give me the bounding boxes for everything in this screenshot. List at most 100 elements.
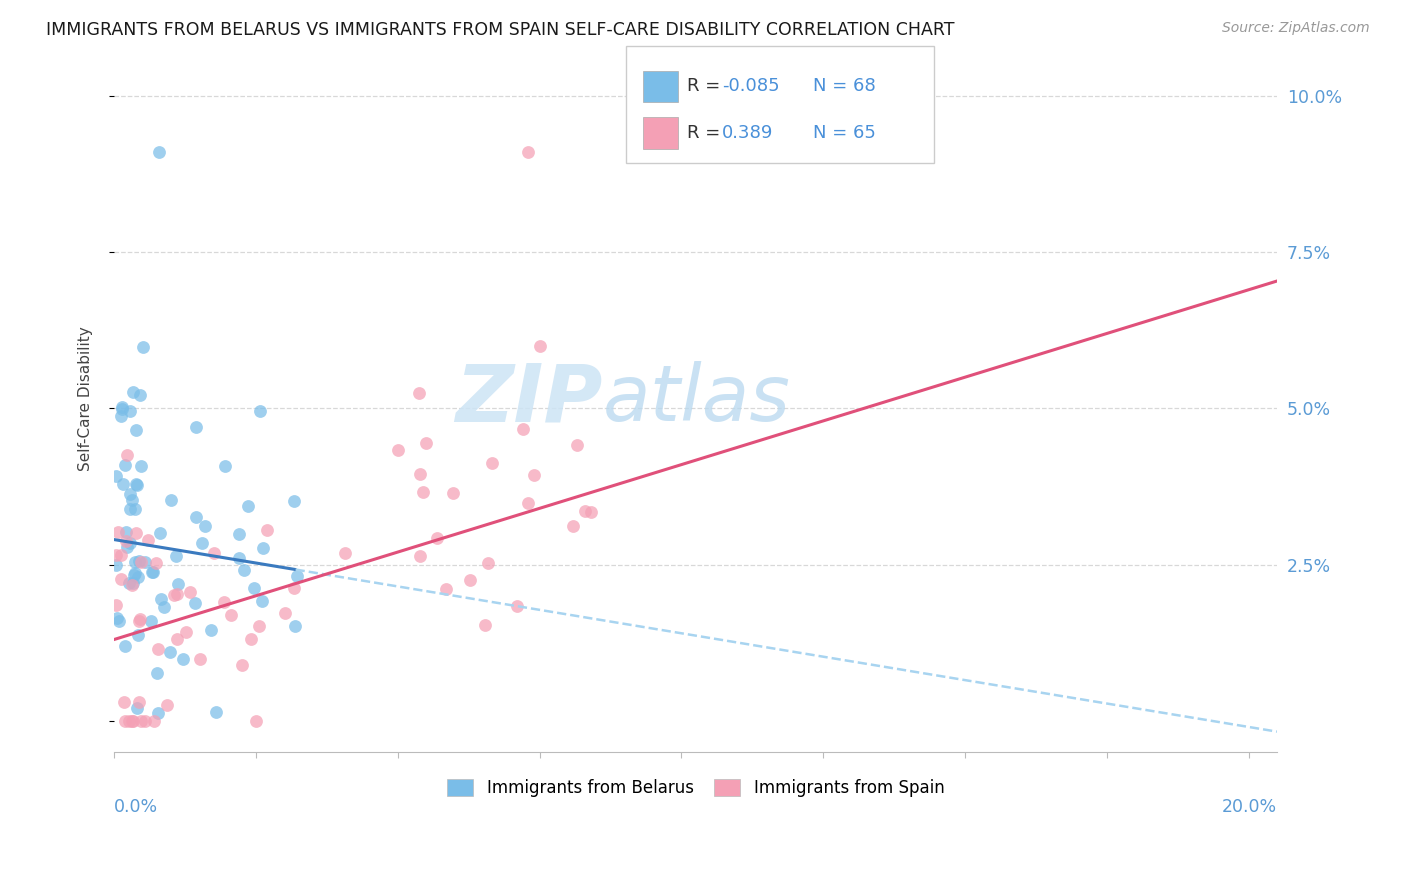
Point — [165, 549, 187, 564]
Point — [202, 546, 225, 560]
Point — [122, 568, 145, 582]
Text: Source: ZipAtlas.com: Source: ZipAtlas.com — [1222, 21, 1369, 36]
Point — [142, 566, 165, 580]
Point — [412, 485, 434, 500]
Text: 0.389: 0.389 — [723, 124, 773, 142]
Point — [242, 581, 264, 595]
Point — [333, 546, 356, 560]
Point — [523, 468, 546, 483]
Point — [274, 606, 297, 620]
Point — [146, 641, 169, 656]
Point — [252, 541, 274, 556]
Point — [124, 501, 146, 516]
Point — [104, 548, 127, 562]
Point — [283, 494, 305, 508]
Point — [104, 468, 127, 483]
Point — [441, 486, 464, 500]
Point — [124, 566, 146, 580]
Point — [172, 652, 194, 666]
Point — [574, 504, 596, 518]
Point — [111, 402, 134, 417]
Point — [512, 421, 534, 435]
Point — [146, 706, 169, 721]
Point — [245, 714, 267, 728]
Point — [129, 611, 152, 625]
Text: -0.085: -0.085 — [723, 78, 780, 95]
Text: R =: R = — [688, 124, 733, 142]
Point — [506, 599, 529, 614]
Point — [125, 478, 148, 492]
Point — [166, 587, 188, 601]
Text: 20.0%: 20.0% — [1222, 797, 1277, 816]
Point — [150, 592, 173, 607]
Point — [121, 714, 143, 728]
Point — [110, 572, 132, 586]
Point — [247, 619, 270, 633]
Point — [163, 588, 186, 602]
Point — [474, 617, 496, 632]
Point — [121, 385, 143, 400]
Point — [104, 599, 127, 613]
Point — [128, 695, 150, 709]
Point — [183, 596, 205, 610]
Point — [212, 595, 235, 609]
Point — [256, 523, 278, 537]
Point — [561, 518, 583, 533]
FancyBboxPatch shape — [626, 46, 934, 162]
Point — [249, 404, 271, 418]
Point — [118, 487, 141, 501]
Point — [120, 404, 142, 418]
Point — [115, 448, 138, 462]
Point — [105, 611, 128, 625]
Point — [121, 578, 143, 592]
Point — [105, 558, 128, 572]
Point — [110, 549, 132, 563]
Point — [118, 502, 141, 516]
Point — [153, 599, 176, 614]
Point — [228, 527, 250, 541]
Point — [517, 145, 540, 160]
Point — [134, 714, 156, 728]
Point — [477, 556, 499, 570]
Point — [125, 477, 148, 491]
Point — [228, 551, 250, 566]
Point — [131, 555, 153, 569]
Point — [129, 458, 152, 473]
Point — [205, 705, 228, 719]
Point — [166, 632, 188, 647]
Point — [118, 576, 141, 591]
Point — [434, 582, 457, 596]
Text: N = 68: N = 68 — [813, 78, 876, 95]
Point — [236, 499, 259, 513]
Point — [283, 582, 305, 596]
Point — [127, 570, 149, 584]
Point — [408, 386, 430, 401]
Point — [128, 615, 150, 629]
Point — [194, 518, 217, 533]
Point — [415, 436, 437, 450]
Point — [108, 614, 131, 628]
Point — [219, 607, 242, 622]
Point — [136, 533, 159, 548]
Point — [114, 714, 136, 728]
Point — [240, 632, 263, 646]
Point — [118, 714, 141, 728]
Point — [125, 526, 148, 541]
Point — [125, 701, 148, 715]
Point — [460, 573, 482, 587]
Point — [146, 665, 169, 680]
Text: 0.0%: 0.0% — [114, 797, 159, 816]
Point — [285, 569, 308, 583]
Point — [426, 531, 449, 545]
Point — [565, 438, 588, 452]
Point — [387, 442, 409, 457]
Point — [409, 549, 432, 564]
Point — [114, 639, 136, 653]
Point — [159, 645, 181, 659]
Point — [529, 339, 551, 353]
Point — [408, 467, 430, 482]
Point — [250, 594, 273, 608]
Point — [129, 388, 152, 402]
FancyBboxPatch shape — [643, 118, 678, 149]
Point — [233, 563, 256, 577]
